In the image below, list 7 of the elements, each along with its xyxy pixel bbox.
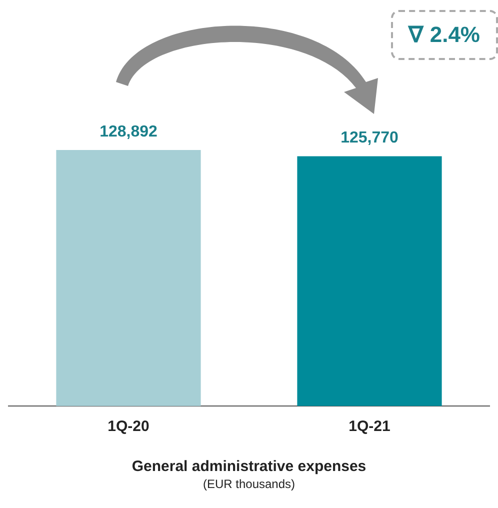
text: ∇ 2.4%: [390, 10, 498, 60]
text: (EUR thousands): [202, 477, 296, 491]
x-tick-label: 1Q-21: [348, 418, 390, 436]
data-label: 125,770: [340, 130, 399, 147]
x-tick-label: 1Q-20: [108, 418, 150, 436]
x-axis-title: General administrative expenses: [130, 458, 368, 475]
data-label: 128,892: [100, 123, 158, 140]
